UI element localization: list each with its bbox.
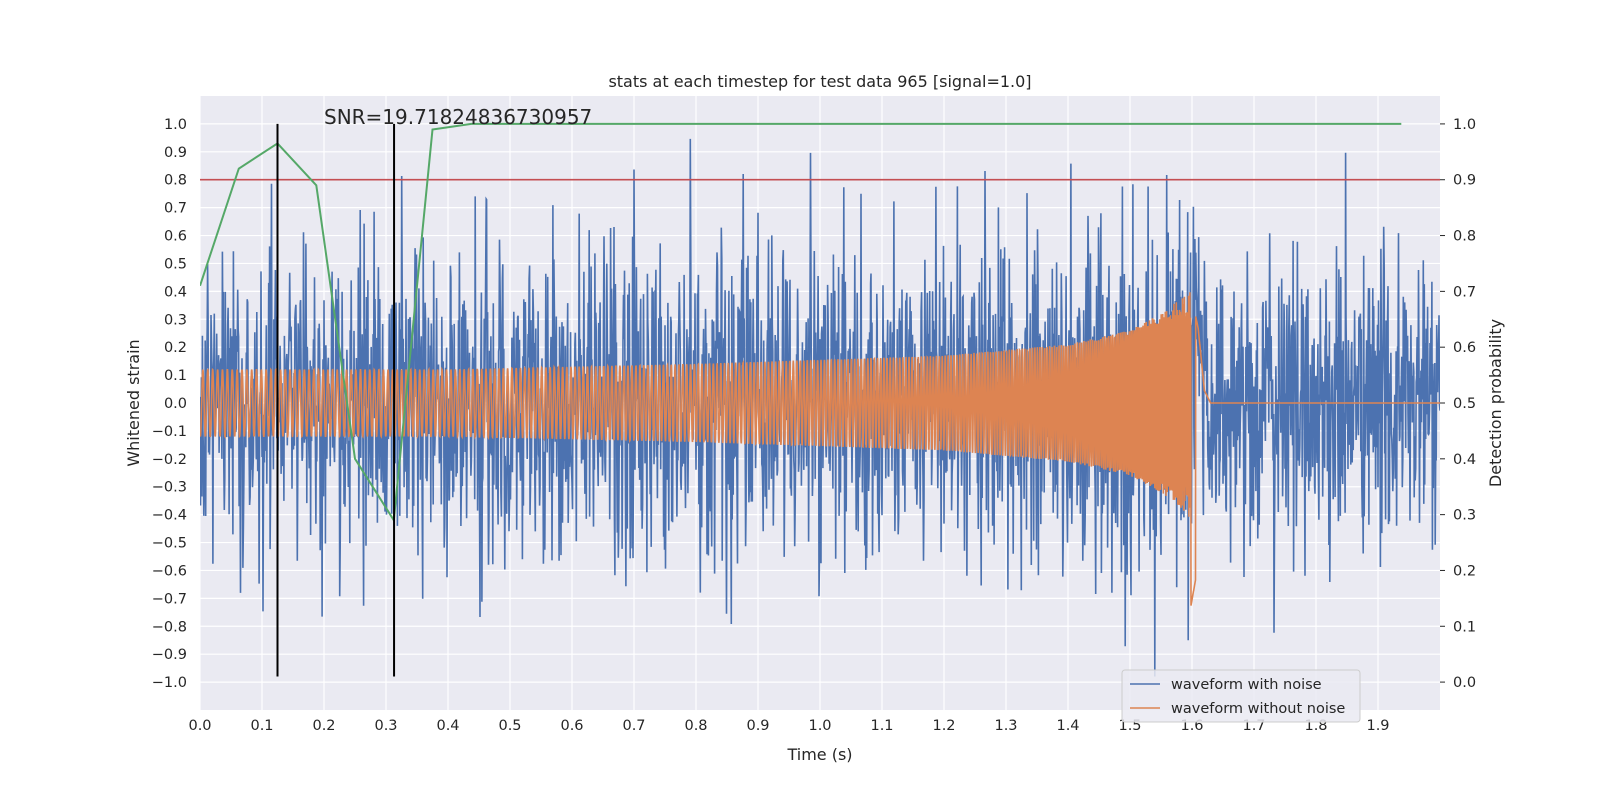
y-left-tick-label: 0.4 [164, 284, 187, 300]
x-tick-label: 1.0 [808, 718, 831, 734]
series-line-waveform-without-noise [200, 292, 1440, 606]
x-tick-label: 1.1 [870, 718, 893, 734]
y-right-tick-label: 0.1 [1453, 619, 1476, 635]
x-tick-label: 1.9 [1366, 718, 1389, 734]
y-left-tick-label: 0.9 [164, 145, 187, 161]
y-left-tick-label: −0.2 [152, 452, 187, 468]
y-left-tick-label: −0.7 [152, 591, 187, 607]
y-right-tick-label: 0.3 [1453, 508, 1476, 524]
snr-annotation: SNR=19.71824836730957 [324, 105, 592, 129]
y-right-tick-label: 0.2 [1453, 563, 1476, 579]
y-right-tick-label: 0.0 [1453, 675, 1476, 691]
series-line-detection-probability [200, 122, 1402, 524]
y-left-tick-label: 0.1 [164, 368, 187, 384]
y-left-tick-label: −0.5 [152, 536, 187, 552]
y-right-tick-label: 0.5 [1453, 396, 1476, 412]
x-tick-label: 0.3 [374, 718, 397, 734]
x-tick-label: 0.6 [560, 718, 583, 734]
y-right-tick-label: 1.0 [1453, 117, 1476, 133]
y-left-tick-label: 0.7 [164, 201, 187, 217]
y-right-tick-label: 0.4 [1453, 452, 1476, 468]
y-left-tick-label: 0.5 [164, 256, 187, 272]
x-tick-label: 1.2 [932, 718, 955, 734]
legend: waveform with noise waveform without noi… [1121, 669, 1361, 723]
y-right-tick-label: 0.7 [1453, 284, 1476, 300]
y-right-tick-label: 0.9 [1453, 173, 1476, 189]
y-left-tick-label: 1.0 [164, 117, 187, 133]
y-right-tick-label: 0.6 [1453, 340, 1476, 356]
x-tick-label: 0.2 [312, 718, 335, 734]
y-left-tick-label: −0.6 [152, 563, 187, 579]
x-tick-label: 0.9 [746, 718, 769, 734]
x-tick-label: 1.3 [994, 718, 1017, 734]
legend-label-noise: waveform with noise [1171, 677, 1322, 693]
x-tick-label: 1.4 [1056, 718, 1079, 734]
y-left-tick-label: 0.6 [164, 229, 187, 245]
y-left-tick-label: −0.8 [152, 619, 187, 635]
y-left-tick-labels: 1.0 0.9 0.8 0.7 0.6 0.5 0.4 0.3 0.2 0.1 0.0 −0.1 −0.… [152, 117, 187, 691]
y-left-tick-label: 0.2 [164, 340, 187, 356]
x-tick-label: 0.0 [188, 718, 211, 734]
y-left-tick-label: −0.1 [152, 424, 187, 440]
x-tick-label: 0.4 [436, 718, 459, 734]
y-left-tick-label: −0.3 [152, 480, 187, 496]
x-tick-label: 0.5 [498, 718, 521, 734]
series-layer [200, 122, 1440, 677]
y-left-tick-label: 0.8 [164, 173, 187, 189]
series-line-waveform-with-noise [200, 138, 1440, 677]
x-tick-label: 0.8 [684, 718, 707, 734]
chart-title: stats at each timestep for test data 965… [608, 72, 1031, 91]
y-left-tick-label: 0.0 [164, 396, 187, 412]
y-axis-label-right: Detection probability [1486, 319, 1505, 487]
legend-box [1121, 669, 1361, 723]
y-left-tick-label: −1.0 [152, 675, 187, 691]
x-tick-label: 0.7 [622, 718, 645, 734]
x-axis-label: Time (s) [786, 745, 852, 764]
y-right-tick-labels: 1.0 0.9 0.8 0.7 0.6 0.5 0.4 0.3 0.2 0.1 0.0 [1440, 117, 1476, 691]
y-left-tick-label: −0.4 [152, 508, 187, 524]
y-right-tick-label: 0.8 [1453, 229, 1476, 245]
x-tick-label: 0.1 [250, 718, 273, 734]
y-left-tick-label: 0.3 [164, 312, 187, 328]
legend-label-clean: waveform without noise [1171, 701, 1345, 717]
y-axis-label-left: Whitened strain [124, 339, 143, 466]
y-left-tick-label: −0.9 [152, 647, 187, 663]
